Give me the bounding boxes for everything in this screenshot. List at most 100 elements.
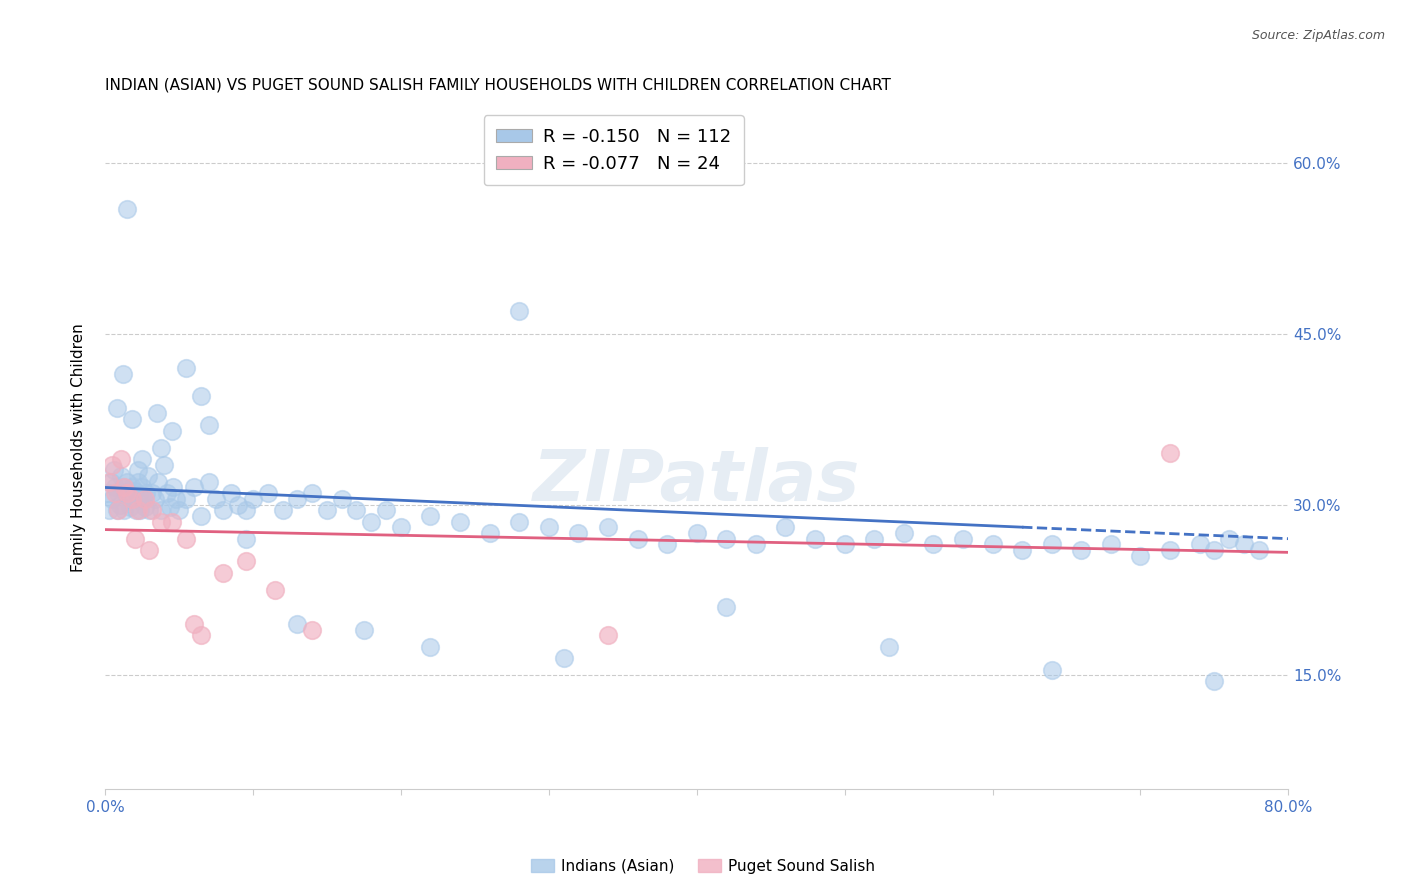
Point	[596, 628, 619, 642]
Point	[104, 480, 127, 494]
Point	[121, 480, 143, 494]
Point	[353, 623, 375, 637]
Point	[183, 480, 205, 494]
Point	[205, 491, 228, 506]
Point	[156, 486, 179, 500]
Point	[716, 532, 738, 546]
Point	[877, 640, 900, 654]
Title: INDIAN (ASIAN) VS PUGET SOUND SALISH FAMILY HOUSEHOLDS WITH CHILDREN CORRELATION: INDIAN (ASIAN) VS PUGET SOUND SALISH FAM…	[105, 78, 891, 93]
Point	[235, 503, 257, 517]
Point	[121, 412, 143, 426]
Point	[242, 491, 264, 506]
Point	[1040, 537, 1063, 551]
Point	[160, 424, 183, 438]
Point	[686, 526, 709, 541]
Point	[111, 480, 134, 494]
Point	[112, 503, 135, 517]
Point	[138, 543, 160, 558]
Point	[1129, 549, 1152, 563]
Point	[145, 407, 167, 421]
Point	[197, 475, 219, 489]
Point	[301, 623, 323, 637]
Point	[1159, 446, 1181, 460]
Point	[167, 503, 190, 517]
Point	[105, 401, 128, 415]
Point	[537, 520, 560, 534]
Point	[419, 508, 441, 523]
Point	[127, 475, 149, 489]
Point	[271, 503, 294, 517]
Text: Source: ZipAtlas.com: Source: ZipAtlas.com	[1251, 29, 1385, 43]
Point	[235, 554, 257, 568]
Point	[1188, 537, 1211, 551]
Point	[165, 491, 187, 506]
Point	[134, 500, 156, 514]
Point	[111, 367, 134, 381]
Point	[346, 503, 368, 517]
Point	[183, 617, 205, 632]
Point	[264, 582, 287, 597]
Point	[1204, 673, 1226, 688]
Point	[981, 537, 1004, 551]
Point	[141, 503, 163, 517]
Point	[97, 486, 120, 500]
Point	[115, 475, 138, 489]
Point	[226, 498, 249, 512]
Point	[124, 483, 146, 498]
Point	[115, 202, 138, 216]
Point	[190, 389, 212, 403]
Point	[804, 532, 827, 546]
Point	[105, 503, 128, 517]
Point	[132, 491, 155, 506]
Point	[212, 503, 235, 517]
Point	[1070, 543, 1092, 558]
Point	[124, 532, 146, 546]
Point	[449, 515, 471, 529]
Point	[1159, 543, 1181, 558]
Point	[115, 486, 138, 500]
Point	[716, 599, 738, 614]
Point	[176, 360, 198, 375]
Point	[103, 463, 125, 477]
Point	[922, 537, 945, 551]
Point	[138, 503, 160, 517]
Point	[1247, 543, 1270, 558]
Point	[419, 640, 441, 654]
Point	[143, 491, 166, 506]
Point	[121, 491, 143, 506]
Point	[135, 486, 157, 500]
Point	[212, 566, 235, 580]
Legend: R = -0.150   N = 112, R = -0.077   N = 24: R = -0.150 N = 112, R = -0.077 N = 24	[484, 115, 744, 186]
Point	[128, 488, 150, 502]
Point	[120, 500, 142, 514]
Point	[315, 503, 337, 517]
Point	[150, 515, 173, 529]
Point	[197, 417, 219, 432]
Point	[190, 508, 212, 523]
Point	[159, 500, 181, 514]
Point	[1218, 532, 1240, 546]
Point	[478, 526, 501, 541]
Point	[389, 520, 412, 534]
Point	[1099, 537, 1122, 551]
Point	[107, 486, 129, 500]
Point	[190, 628, 212, 642]
Point	[553, 651, 575, 665]
Point	[98, 475, 121, 489]
Point	[655, 537, 678, 551]
Point	[150, 503, 173, 517]
Point	[1204, 543, 1226, 558]
Point	[134, 491, 156, 506]
Point	[508, 515, 530, 529]
Point	[110, 469, 132, 483]
Point	[98, 503, 121, 517]
Point	[508, 304, 530, 318]
Point	[100, 475, 122, 489]
Point	[330, 491, 353, 506]
Point	[1011, 543, 1033, 558]
Point	[112, 480, 135, 494]
Point	[1040, 663, 1063, 677]
Point	[235, 532, 257, 546]
Point	[863, 532, 886, 546]
Point	[1233, 537, 1256, 551]
